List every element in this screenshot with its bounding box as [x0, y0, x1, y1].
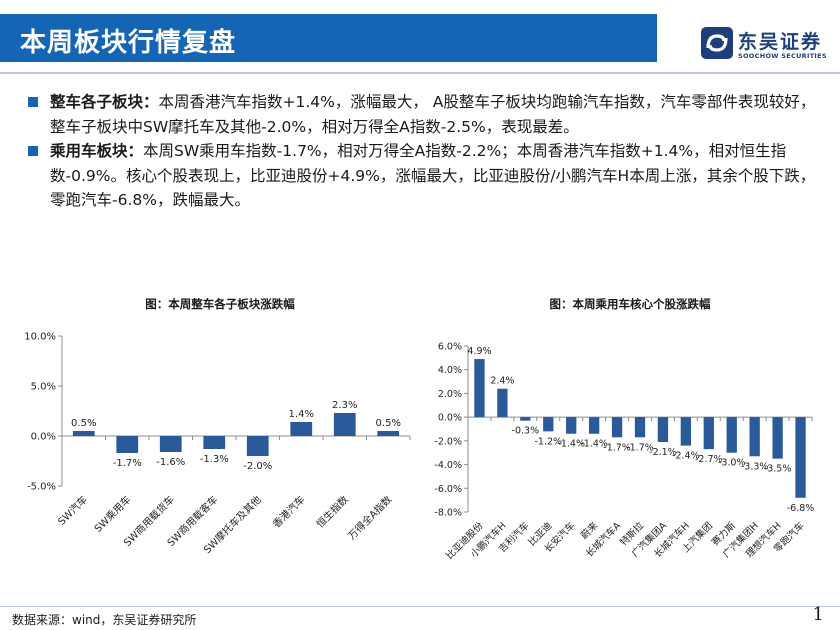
bar: [474, 359, 485, 418]
data-label: 2.4%: [490, 376, 514, 387]
bullet-text: 本周香港汽车指数+1.4%，涨幅最大， A股整车子板块均跑输汽车指数，汽车零部件…: [50, 93, 816, 136]
bar: [246, 436, 269, 456]
y-tick-label: -2.0%: [434, 436, 462, 447]
y-tick-label: 0.0%: [438, 413, 462, 424]
bullet-square-icon: [28, 97, 38, 107]
bullet-vehicle-subsectors: 整车各子板块：本周香港汽车指数+1.4%，涨幅最大， A股整车子板块均跑输汽车指…: [28, 90, 828, 139]
y-tick-label: -5.0%: [27, 482, 56, 493]
data-label: -6.8%: [787, 503, 815, 514]
bar: [377, 431, 400, 436]
page-title: 本周板块行情复盘: [20, 28, 237, 58]
data-label: -1.7%: [603, 442, 631, 453]
data-label: -2.0%: [243, 461, 272, 472]
bar: [497, 388, 508, 418]
bar: [203, 436, 226, 449]
bar: [703, 417, 714, 450]
data-label: -1.7%: [113, 458, 142, 469]
bar: [72, 431, 95, 436]
y-tick-label: 6.0%: [438, 342, 462, 353]
page-number: 1: [812, 604, 824, 625]
data-label: -1.7%: [626, 442, 654, 453]
data-label: -1.3%: [200, 454, 229, 465]
y-tick-label: 0.0%: [31, 432, 56, 443]
bar: [333, 413, 356, 436]
bullet-text: 本周SW乘用车指数-1.7%，相对万得全A指数-2.2%；本周香港汽车指数+1.…: [50, 142, 816, 209]
data-label: -1.4%: [580, 439, 608, 450]
data-label: 0.5%: [376, 418, 401, 429]
bar: [520, 417, 531, 421]
data-label: -2.1%: [649, 447, 677, 458]
bar: [657, 417, 669, 443]
title-bar: [0, 14, 657, 62]
data-source: 数据来源：wind，东吴证券研究所: [12, 613, 197, 627]
header: 本周板块行情复盘 东吴证券 SOOCHOW SECURITIES: [0, 0, 840, 70]
bullet-lead: 整车各子板块：: [50, 93, 159, 111]
data-label: -1.6%: [156, 457, 185, 468]
bar: [588, 417, 600, 434]
chart1-title: 图：本周整车各子板块涨跌幅: [145, 297, 295, 311]
logo-text-en: SOOCHOW SECURITIES: [738, 52, 827, 60]
y-tick-label: -4.0%: [434, 460, 462, 471]
chart-core-stock-returns: -8.0% -6.0% -4.0% -2.0% 0.0% 2.0% 4.0% 6.0% 4.9%…: [434, 342, 815, 562]
data-label: -0.3%: [512, 426, 540, 437]
bar: [543, 417, 554, 432]
y-tick-label: -8.0%: [434, 508, 462, 519]
header-divider: [0, 72, 840, 74]
chart-subsector-returns: -5.0% 0.0% 5.0% 10.0% 0.5% SW汽车 -1.7% SW乘用车 -1.6…: [24, 332, 411, 556]
bar: [795, 417, 806, 498]
chart2-title: 图：本周乘用车核心个股涨跌幅: [549, 297, 711, 311]
data-label: -1.4%: [557, 439, 585, 450]
bar: [680, 417, 692, 446]
bar: [116, 436, 139, 453]
bar: [566, 417, 577, 434]
bar: [634, 417, 646, 438]
bullet-square-icon: [28, 146, 38, 156]
data-label: -3.0%: [718, 458, 746, 469]
category-label: 香港汽车: [270, 493, 307, 530]
category-label: SW汽车: [55, 493, 90, 528]
bar: [749, 417, 760, 457]
bullet-passenger-vehicles: 乘用车板块：本周SW乘用车指数-1.7%，相对万得全A指数-2.2%；本周香港汽…: [28, 139, 828, 213]
y-tick-label: -6.0%: [434, 484, 462, 495]
category-label: SW乘用车: [91, 493, 133, 535]
y-tick-label: 2.0%: [438, 389, 462, 400]
data-label: -3.5%: [764, 464, 792, 475]
soochow-logo-icon: [701, 27, 733, 59]
data-label: 2.3%: [332, 400, 357, 411]
footer-divider: [0, 606, 840, 607]
data-label: 4.9%: [467, 346, 491, 357]
category-label: 恒生指数: [313, 493, 350, 530]
y-tick-label: 5.0%: [31, 382, 56, 393]
data-label: -2.4%: [672, 451, 700, 462]
bar: [611, 417, 623, 438]
data-label: 1.4%: [289, 409, 314, 420]
bar: [772, 417, 783, 459]
bar: [726, 417, 737, 453]
category-label: 万得全A指数: [345, 493, 394, 542]
y-tick-label: 4.0%: [438, 365, 462, 376]
company-logo: 东吴证券 SOOCHOW SECURITIES: [700, 22, 835, 66]
data-label: -1.2%: [534, 436, 562, 447]
bar: [159, 436, 182, 452]
data-label: 0.5%: [71, 418, 96, 429]
summary-bullets: 整车各子板块：本周香港汽车指数+1.4%，涨幅最大， A股整车子板块均跑输汽车指…: [28, 90, 828, 213]
bullet-lead: 乘用车板块：: [50, 142, 144, 160]
bar: [290, 422, 313, 436]
y-tick-label: 10.0%: [24, 332, 56, 343]
data-label: -3.3%: [741, 461, 769, 472]
logo-text-cn: 东吴证券: [738, 31, 823, 53]
data-label: -2.7%: [695, 454, 723, 465]
